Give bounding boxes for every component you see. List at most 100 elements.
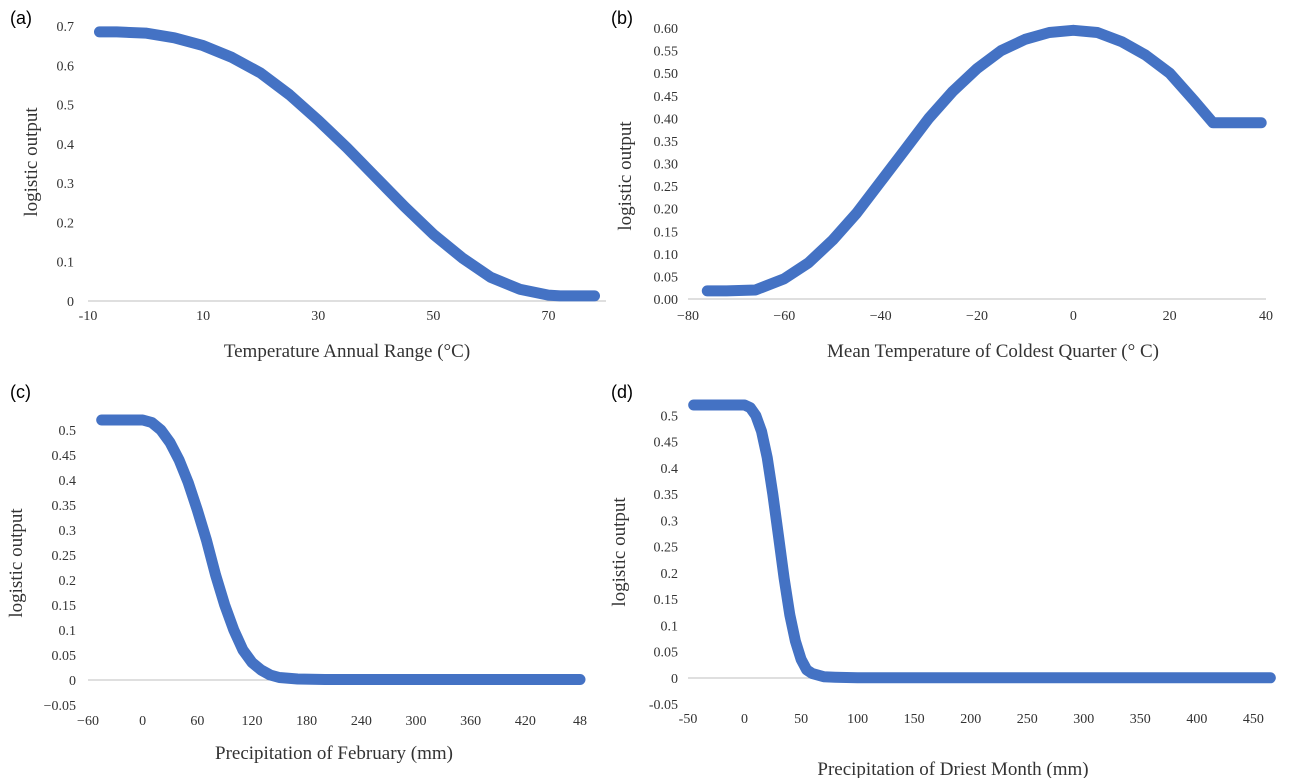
panel-c-y-tick-label: 0.4 (59, 474, 77, 489)
panel-c-y-tick-label: 0.05 (52, 649, 77, 664)
panel-b-x-tick-label: −40 (870, 309, 892, 324)
panel-a: (a) 0 0.1 0.2 0.3 0.4 0.5 0.6 0.7 -10 10 30 50 70 T… (10, 8, 606, 362)
panel-b-y-axis-title: logistic output (615, 121, 636, 231)
panel-c-y-axis-title: logistic output (6, 508, 27, 618)
panel-d-x-tick-label: 150 (904, 712, 925, 727)
panel-c-y-tick-label: 0.3 (59, 524, 77, 539)
panel-c-x-tick-label: 240 (351, 714, 372, 729)
panel-c-x-tick-label: 120 (242, 714, 263, 729)
panel-d-x-tick-label: 100 (847, 712, 868, 727)
panel-d-x-tick-label: 300 (1073, 712, 1094, 727)
panel-a-y-tick-label: 0.7 (57, 20, 75, 35)
panel-c-x-axis-title: Precipitation of February (mm) (215, 743, 453, 764)
panel-a-x-tick-label: 10 (196, 309, 210, 324)
panel-d-x-tick-label: 50 (794, 712, 808, 727)
panel-b-y-ticks: 0.00 0.05 0.10 0.15 0.20 0.25 0.30 0.35 0.40 0.45… (654, 22, 679, 308)
panel-b-y-tick-label: 0.55 (654, 45, 679, 60)
panel-d-series-line (688, 399, 1276, 684)
panel-b-y-tick-label: 0.45 (654, 90, 679, 105)
panel-c-y-tick-label: 0.5 (59, 424, 77, 439)
panel-b-x-tick-label: −20 (966, 309, 988, 324)
panel-c-y-ticks: −0.05 0 0.05 0.1 0.15 0.2 0.25 0.3 0.35 0.4 0.45 0.… (44, 424, 76, 714)
panel-d-x-tick-label: 0 (741, 712, 748, 727)
panel-a-y-tick-label: 0.1 (57, 256, 75, 271)
panel-a-y-tick-label: 0.3 (57, 177, 75, 192)
panel-b-x-ticks: −80 −60 −40 −20 0 20 40 (677, 309, 1273, 324)
panel-d-y-tick-label: 0.25 (654, 541, 679, 556)
panel-d-x-tick-label: 450 (1243, 712, 1264, 727)
panel-a-y-axis-title: logistic output (21, 107, 42, 217)
panel-b-x-tick-label: −80 (677, 309, 699, 324)
panel-b-y-tick-label: 0.35 (654, 135, 679, 150)
panel-d-y-tick-label: 0.4 (661, 462, 679, 477)
panel-a-y-tick-label: 0.4 (57, 138, 75, 153)
panel-c-x-tick-label: 420 (515, 714, 536, 729)
panel-d-x-axis-title: Precipitation of Driest Month (mm) (817, 759, 1088, 778)
panel-c-y-tick-label: 0.1 (59, 624, 77, 639)
panel-c-y-tick-label: 0.15 (52, 599, 77, 614)
panel-b-y-tick-label: 0.60 (654, 22, 679, 37)
panel-b-y-tick-label: 0.20 (654, 203, 679, 218)
panel-a-y-tick-label: 0.2 (57, 216, 75, 231)
panel-d-y-tick-label: -0.05 (649, 698, 678, 713)
panel-d-y-ticks: -0.05 0 0.05 0.1 0.15 0.2 0.25 0.3 0.35 0.4 0.45 0.… (649, 409, 678, 713)
panel-a-y-tick-label: 0 (67, 295, 74, 310)
panel-d-y-tick-label: 0.45 (654, 436, 679, 451)
panel-b-y-tick-label: 0.25 (654, 180, 679, 195)
panel-c-y-tick-label: 0.45 (52, 449, 77, 464)
panel-c-x-tick-label: 48 (573, 714, 587, 729)
panel-d-y-axis-title: logistic output (609, 497, 630, 607)
panel-d-y-tick-label: 0.5 (661, 409, 679, 424)
panel-c-y-tick-label: 0.2 (59, 574, 77, 589)
panel-d-y-tick-label: 0 (671, 672, 678, 687)
panel-d-y-tick-label: 0.05 (654, 646, 679, 661)
panel-c-label: (c) (10, 382, 31, 402)
panel-a-x-tick-label: 30 (311, 309, 325, 324)
panel-b-y-tick-label: 0.40 (654, 112, 679, 127)
panel-c-x-tick-label: 180 (296, 714, 317, 729)
panel-a-x-tick-label: 70 (541, 309, 555, 324)
panel-b-x-tick-label: 0 (1070, 309, 1077, 324)
panel-c-x-tick-label: 360 (460, 714, 481, 729)
panel-b-y-tick-label: 0.10 (654, 248, 679, 263)
panel-d: (d) -0.05 0 0.05 0.1 0.15 0.2 0.25 0.3 0.35 0.4 0.… (609, 382, 1276, 778)
panel-d-x-tick-label: 350 (1130, 712, 1151, 727)
panel-c-series-line (96, 414, 586, 685)
panel-d-y-tick-label: 0.35 (654, 488, 679, 503)
panel-d-y-tick-label: 0.2 (661, 567, 679, 582)
panel-c-y-tick-label: 0.35 (52, 499, 77, 514)
panel-b: (b) 0.00 0.05 0.10 0.15 0.20 0.25 0.30 0.35 0.40… (611, 8, 1273, 362)
panel-d-x-tick-label: 250 (1017, 712, 1038, 727)
panel-c-x-ticks: −60 0 60 120 180 240 300 360 420 48 (77, 714, 587, 729)
panel-d-y-tick-label: 0.15 (654, 593, 679, 608)
panel-c-x-tick-label: 0 (139, 714, 146, 729)
panel-b-y-tick-label: 0.15 (654, 225, 679, 240)
panel-b-x-tick-label: −60 (773, 309, 795, 324)
panel-d-x-tick-label: 200 (960, 712, 981, 727)
panel-a-label: (a) (10, 8, 32, 28)
panel-c-y-tick-label: 0.25 (52, 549, 77, 564)
panel-b-label: (b) (611, 8, 633, 28)
panel-d-x-tick-label: -50 (679, 712, 698, 727)
panel-b-y-tick-label: 0.30 (654, 158, 679, 173)
panel-b-y-tick-label: 0.05 (654, 270, 679, 285)
panel-d-y-tick-label: 0.1 (661, 619, 679, 634)
panel-b-series-line (701, 24, 1267, 297)
panel-b-x-axis-title: Mean Temperature of Coldest Quarter (° C… (827, 341, 1159, 362)
panel-c-x-tick-label: 300 (406, 714, 427, 729)
panel-d-x-ticks: -50 0 50 100 150 200 250 300 350 400 450 (679, 712, 1264, 727)
panel-b-x-tick-label: 40 (1259, 309, 1273, 324)
panel-a-x-ticks: -10 10 30 50 70 (79, 309, 556, 324)
panel-d-x-tick-label: 400 (1186, 712, 1207, 727)
panel-c: (c) −0.05 0 0.05 0.1 0.15 0.2 0.25 0.3 0.35 0.4 0.… (6, 382, 587, 764)
panel-b-y-tick-label: 0.00 (654, 293, 679, 308)
panel-d-y-tick-label: 0.3 (661, 514, 679, 529)
panel-b-x-tick-label: 20 (1163, 309, 1177, 324)
panel-a-series-line (94, 26, 600, 302)
panel-c-x-tick-label: 60 (190, 714, 204, 729)
panel-d-label: (d) (611, 382, 633, 402)
panel-a-y-ticks: 0 0.1 0.2 0.3 0.4 0.5 0.6 0.7 (57, 20, 75, 310)
panel-a-y-tick-label: 0.6 (57, 59, 75, 74)
panel-c-y-tick-label: 0 (69, 674, 76, 689)
